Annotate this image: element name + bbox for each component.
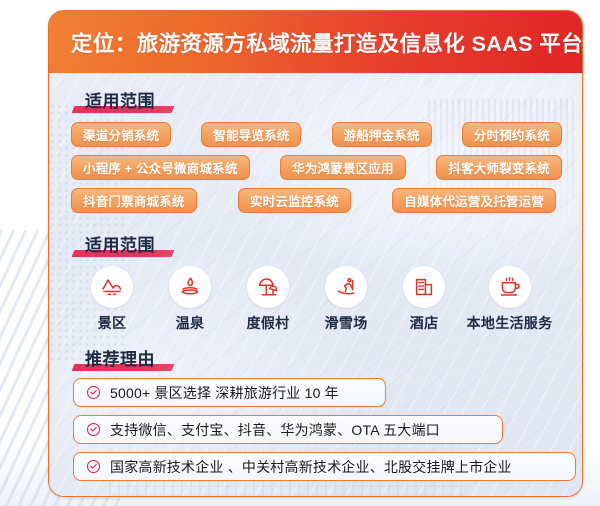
section-heading-label: 适用范围 — [85, 236, 155, 255]
banner-title: 定位：旅游资源方私域流量打造及信息化 SAAS 平台 — [71, 31, 583, 56]
mountain-icon — [91, 266, 133, 308]
scene-item-scenic-area[interactable]: 景区 — [73, 266, 151, 333]
scene-label: 度假村 — [246, 315, 290, 331]
scene-icon-list: 景区 温泉 — [73, 266, 562, 333]
check-circle-icon — [86, 385, 101, 400]
reason-row[interactable]: 5000+ 景区选择 深耕旅游行业 10 年 — [73, 378, 386, 407]
parasol-icon — [247, 266, 290, 308]
scene-item-hotel[interactable]: 酒店 — [385, 266, 463, 333]
system-tag-row: 小程序 + 公众号微商城系统 华为鸿蒙景区应用 抖客大师裂变系统 — [65, 155, 566, 180]
scene-label: 景区 — [97, 315, 127, 331]
check-circle-icon — [86, 459, 101, 474]
check-circle-icon — [86, 422, 101, 437]
section-heading-scope-systems: 适用范围 — [71, 87, 175, 113]
skier-icon — [325, 266, 368, 308]
system-tag[interactable]: 华为鸿蒙景区应用 — [280, 155, 406, 180]
scene-label: 本地生活服务 — [466, 315, 553, 331]
hot-spring-icon — [169, 266, 212, 308]
section-heading-scope-scenes: 适用范围 — [71, 231, 175, 257]
scene-label: 温泉 — [175, 315, 205, 331]
scene-label: 酒店 — [409, 315, 439, 331]
card-content: 适用范围 渠道分销系统 智能导览系统 游船押金系统 分时预约系统 小程序 + 公… — [49, 73, 582, 481]
section-heading-reasons: 推荐理由 — [71, 345, 175, 371]
system-tag[interactable]: 游船押金系统 — [331, 122, 432, 147]
scene-label: 滑雪场 — [324, 315, 368, 331]
system-tag-list: 渠道分销系统 智能导览系统 游船押金系统 分时预约系统 小程序 + 公众号微商城… — [65, 122, 566, 213]
coffee-cup-icon — [488, 266, 531, 308]
scene-item-local-life-service[interactable]: 本地生活服务 — [463, 266, 556, 333]
system-tag-row: 抖音门票商城系统 实时云监控系统 自媒体代运营及托管运营 — [65, 188, 566, 213]
system-tag[interactable]: 自媒体代运营及托管运营 — [392, 188, 556, 213]
system-tag-row: 渠道分销系统 智能导览系统 游船押金系统 分时预约系统 — [65, 122, 566, 147]
scene-item-resort[interactable]: 度假村 — [229, 266, 307, 333]
header-banner: 定位：旅游资源方私域流量打造及信息化 SAAS 平台 — [49, 11, 582, 73]
system-tag[interactable]: 渠道分销系统 — [71, 122, 172, 147]
scene-item-ski-resort[interactable]: 滑雪场 — [307, 266, 385, 333]
reason-list: 5000+ 景区选择 深耕旅游行业 10 年 支持微信、支付宝、抖音、华为鸿蒙、… — [73, 378, 576, 481]
scene-item-hot-spring[interactable]: 温泉 — [151, 266, 229, 333]
system-tag[interactable]: 抖客大师裂变系统 — [436, 155, 562, 180]
reason-text: 支持微信、支付宝、抖音、华为鸿蒙、OTA 五大端口 — [110, 421, 440, 438]
reason-text: 国家高新技术企业 、中关村高新技术企业、北股交挂牌上市企业 — [110, 458, 512, 475]
card-body: 适用范围 渠道分销系统 智能导览系统 游船押金系统 分时预约系统 小程序 + 公… — [49, 73, 582, 496]
reason-row[interactable]: 国家高新技术企业 、中关村高新技术企业、北股交挂牌上市企业 — [73, 452, 576, 481]
reason-row[interactable]: 支持微信、支付宝、抖音、华为鸿蒙、OTA 五大端口 — [73, 415, 503, 444]
system-tag[interactable]: 实时云监控系统 — [238, 188, 351, 213]
system-tag[interactable]: 分时预约系统 — [461, 122, 562, 147]
info-card: 定位：旅游资源方私域流量打造及信息化 SAAS 平台 适用范围 渠道分销系统 智… — [48, 10, 583, 497]
system-tag[interactable]: 抖音门票商城系统 — [71, 188, 197, 213]
section-heading-label: 适用范围 — [85, 92, 155, 111]
building-icon — [403, 266, 446, 308]
system-tag[interactable]: 小程序 + 公众号微商城系统 — [71, 155, 250, 180]
system-tag[interactable]: 智能导览系统 — [201, 122, 302, 147]
section-heading-label: 推荐理由 — [85, 350, 155, 369]
reason-text: 5000+ 景区选择 深耕旅游行业 10 年 — [110, 384, 339, 401]
